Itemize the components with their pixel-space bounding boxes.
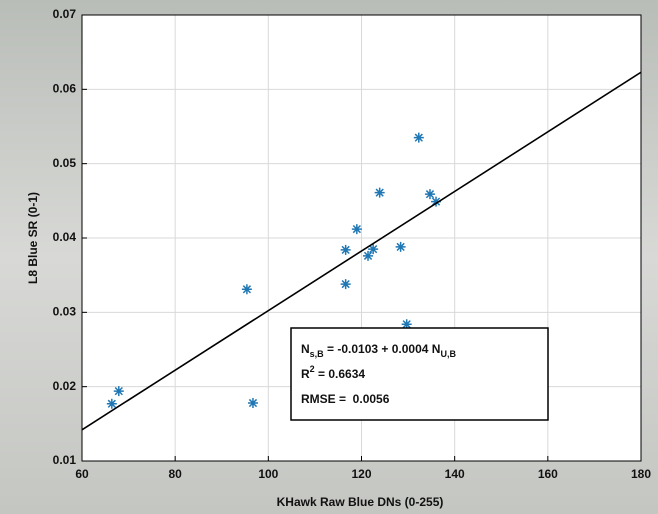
x-tick-label: 160: [538, 467, 558, 481]
annotation-part: = -0.0103 + 0.0004 N: [324, 342, 441, 356]
data-point: [113, 386, 124, 397]
annotation-part: U,B: [440, 349, 456, 359]
y-tick-label: 0.06: [53, 82, 77, 96]
y-tick-label: 0.07: [53, 7, 77, 21]
data-point: [241, 284, 252, 295]
annotation-part: 2: [310, 364, 315, 374]
data-point: [351, 224, 362, 235]
data-point: [368, 244, 379, 255]
x-tick-label: 180: [631, 467, 651, 481]
data-point: [424, 189, 435, 200]
data-point: [374, 187, 385, 198]
data-point: [431, 196, 442, 207]
data-point: [247, 398, 258, 409]
fit-line: [81, 71, 642, 431]
y-tick-label: 0.01: [53, 453, 77, 467]
data-point: [363, 250, 374, 261]
annotation-box: [290, 327, 549, 421]
annotation-part: RMSE = 0.0056: [301, 392, 390, 406]
annotation-line: RMSE = 0.0056: [301, 392, 390, 406]
data-point: [340, 244, 351, 255]
data-point: [340, 279, 351, 290]
y-tick-label: 0.03: [53, 305, 77, 319]
data-point: [395, 241, 406, 252]
x-tick-label: 120: [351, 467, 371, 481]
y-tick-label: 0.05: [53, 156, 77, 170]
annotation-line: R2 = 0.6634: [301, 364, 365, 381]
annotation-part: N: [301, 342, 310, 356]
plot-frame: [81, 14, 642, 462]
y-tick-label: 0.04: [53, 230, 77, 244]
annotation-part: = 0.6634: [315, 367, 366, 381]
data-point: [106, 398, 117, 409]
y-tick-label: 0.02: [53, 379, 77, 393]
x-tick-label: 60: [75, 467, 89, 481]
annotation-part: R: [301, 367, 310, 381]
data-point: [413, 132, 424, 143]
x-tick-label: 140: [445, 467, 465, 481]
annotation-line: Ns,B = -0.0103 + 0.0004 NU,B: [301, 342, 456, 359]
y-axis-label: L8 Blue SR (0-1): [26, 192, 40, 284]
x-axis-label: KHawk Raw Blue DNs (0-255): [277, 495, 444, 509]
x-tick-label: 100: [258, 467, 278, 481]
annotation-part: s,B: [310, 349, 325, 359]
data-point: [401, 319, 412, 330]
x-tick-label: 80: [168, 467, 182, 481]
